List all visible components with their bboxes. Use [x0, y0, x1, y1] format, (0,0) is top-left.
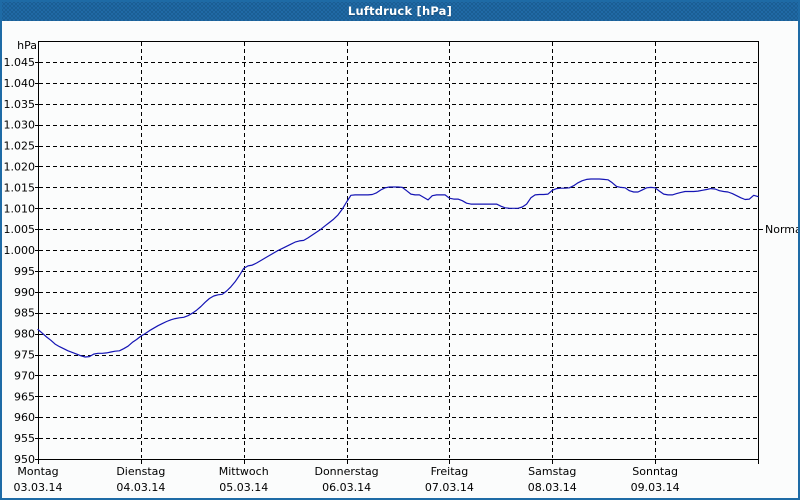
y-axis-label: 1.035: [4, 98, 36, 111]
y-axis-label: 990: [14, 286, 35, 299]
y-axis-label: 1.010: [4, 202, 36, 215]
y-axis-label: 1.045: [4, 56, 36, 69]
x-axis-day-label: Samstag: [528, 465, 576, 478]
y-axis-label: 1.020: [4, 160, 36, 173]
x-axis-day-label: Dienstag: [116, 465, 165, 478]
x-axis-date-label: 04.03.14: [116, 481, 165, 494]
y-axis-unit-label: hPa: [17, 39, 37, 52]
pressure-curve: [37, 178, 759, 358]
normal-marker-label: Normal: [765, 223, 800, 236]
y-axis-label: 1.030: [4, 119, 36, 132]
x-axis-date-label: 05.03.14: [219, 481, 268, 494]
y-axis-label: 995: [14, 265, 35, 278]
y-axis-label: 1.005: [4, 223, 36, 236]
x-axis-date-label: 07.03.14: [425, 481, 474, 494]
x-axis-day-label: Donnerstag: [314, 465, 378, 478]
y-axis-label: 1.000: [4, 244, 36, 257]
y-axis-label: 980: [14, 328, 35, 341]
y-axis-label: 985: [14, 307, 35, 320]
x-axis-date-label: 08.03.14: [528, 481, 577, 494]
x-axis-day-label: Freitag: [431, 465, 469, 478]
x-axis-date-label: 09.03.14: [631, 481, 680, 494]
y-axis-label: 960: [14, 411, 35, 424]
y-axis-label: 1.040: [4, 77, 36, 90]
x-axis-day-label: Mittwoch: [219, 465, 269, 478]
window-title: Luftdruck [hPa]: [347, 3, 453, 18]
x-axis-day-label: Montag: [17, 465, 58, 478]
y-axis-label: 1.015: [4, 181, 36, 194]
y-axis-label: 950: [14, 453, 35, 466]
y-axis-label: 965: [14, 390, 35, 403]
window-title-bar[interactable]: Luftdruck [hPa]: [0, 0, 800, 21]
plot-border: [38, 41, 759, 460]
y-axis-label: 975: [14, 349, 35, 362]
y-axis-label: 970: [14, 369, 35, 382]
y-axis-label: 955: [14, 432, 35, 445]
y-axis-label: 1.025: [4, 140, 36, 153]
x-axis-date-label: 06.03.14: [322, 481, 371, 494]
x-axis-day-label: Sonntag: [632, 465, 678, 478]
x-axis-date-label: 03.03.14: [14, 481, 63, 494]
